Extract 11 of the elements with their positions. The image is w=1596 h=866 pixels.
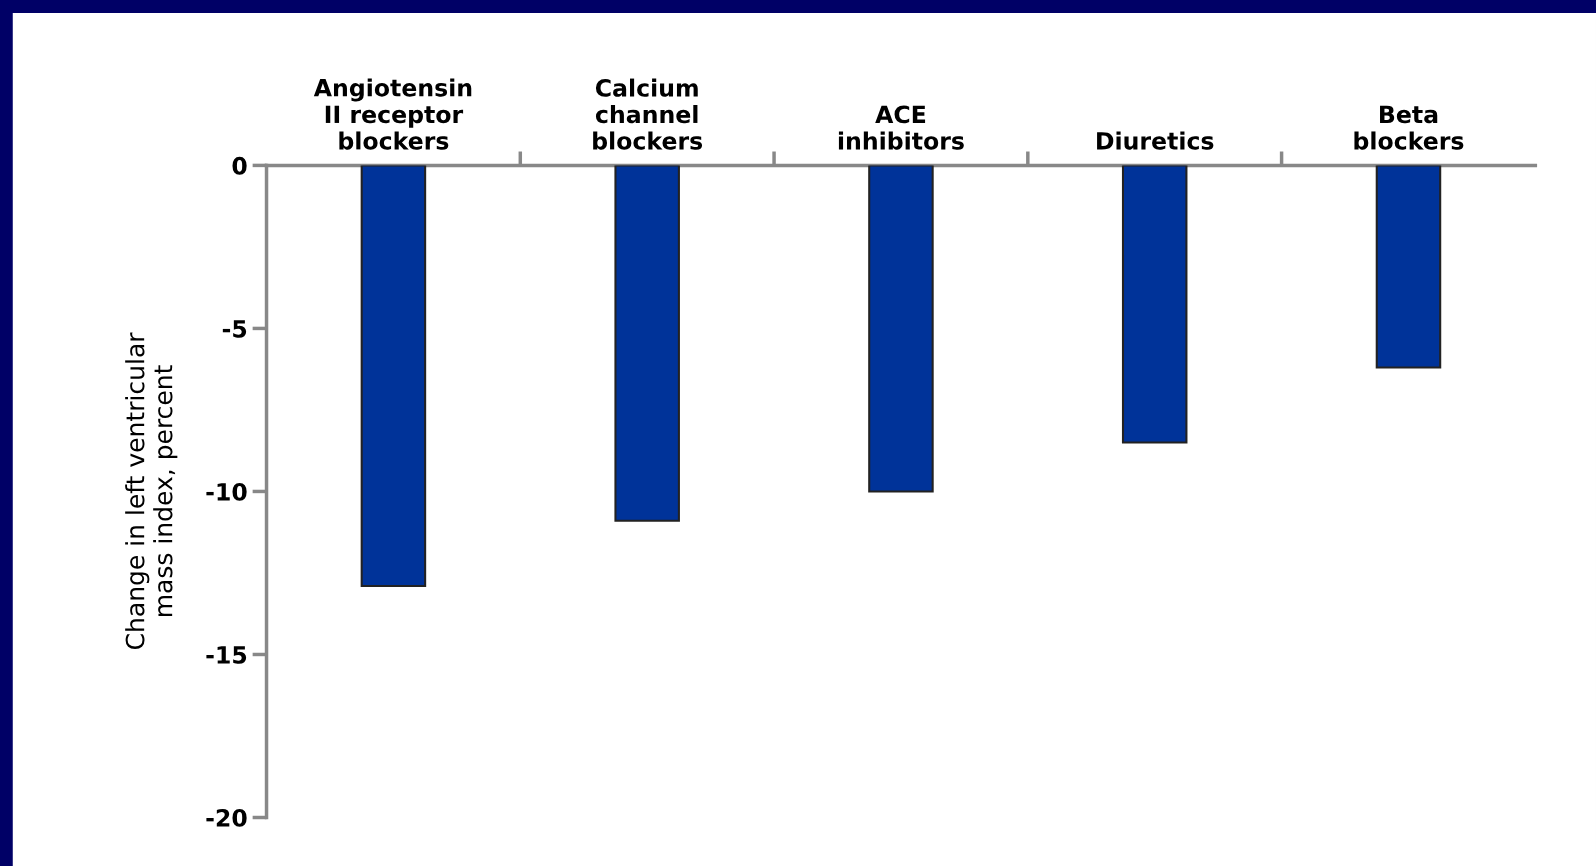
x-tick-label: Beta blockers <box>1354 105 1464 150</box>
x-tick-label: Calcium channel blockers <box>593 78 703 150</box>
y-tick-label: -15 <box>206 646 247 664</box>
y-tick-label: 0 <box>232 156 247 175</box>
y-tick-label: -20 <box>206 808 247 827</box>
y-tick-label: -10 <box>206 482 247 501</box>
y-tick-label: -5 <box>222 320 247 338</box>
y-axis-title: Change in left ventricular mass index, percent <box>125 332 178 650</box>
x-tick-label: Diuretics <box>1097 131 1214 150</box>
x-tick-label: Angiotensin II receptor blockers <box>313 78 472 150</box>
x-tick-label: ACE inhibitors <box>838 105 964 150</box>
